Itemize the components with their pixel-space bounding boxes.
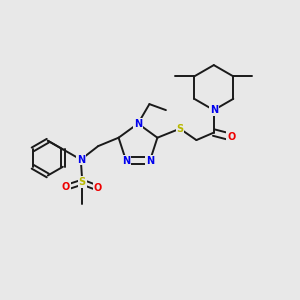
Text: O: O [227, 132, 235, 142]
Text: N: N [77, 154, 85, 165]
Text: O: O [94, 183, 102, 193]
Text: S: S [79, 177, 86, 187]
Text: N: N [210, 105, 218, 115]
Text: S: S [176, 124, 184, 134]
Text: N: N [146, 155, 154, 166]
Text: N: N [134, 118, 142, 129]
Text: O: O [62, 182, 70, 193]
Text: N: N [122, 155, 130, 166]
